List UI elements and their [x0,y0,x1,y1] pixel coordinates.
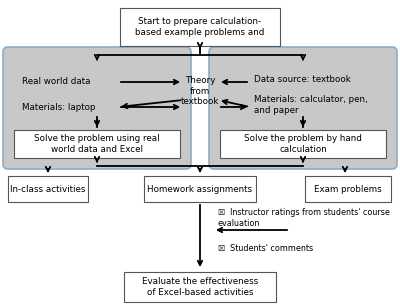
FancyBboxPatch shape [209,47,397,169]
Text: Real world data: Real world data [22,77,90,87]
Text: ☒  Instructor ratings from students' course
evaluation: ☒ Instructor ratings from students' cour… [218,208,390,228]
Bar [305,176,391,202]
Text: Materials: laptop: Materials: laptop [22,103,96,111]
FancyBboxPatch shape [3,47,191,169]
Text: Evaluate the effectiveness
of Excel-based activities: Evaluate the effectiveness of Excel-base… [142,277,258,297]
Text: Homework assignments: Homework assignments [148,185,252,193]
Text: Materials: calculator, pen,
and paper: Materials: calculator, pen, and paper [254,95,368,115]
Text: Solve the problem using real
world data and Excel: Solve the problem using real world data … [34,134,160,154]
Bar [124,272,276,302]
Bar [120,8,280,46]
Text: Solve the problem by hand
calculation: Solve the problem by hand calculation [244,134,362,154]
Bar [14,130,180,158]
Bar [144,176,256,202]
Text: Data source: textbook: Data source: textbook [254,76,351,84]
Text: ☒  Students' comments: ☒ Students' comments [218,243,313,252]
Text: Theory
from
textbook: Theory from textbook [181,76,219,106]
Bar [8,176,88,202]
Bar [220,130,386,158]
Text: In-class activities: In-class activities [10,185,86,193]
Text: Start to prepare calculation-
based example problems and: Start to prepare calculation- based exam… [135,17,265,37]
Text: Exam problems: Exam problems [314,185,382,193]
